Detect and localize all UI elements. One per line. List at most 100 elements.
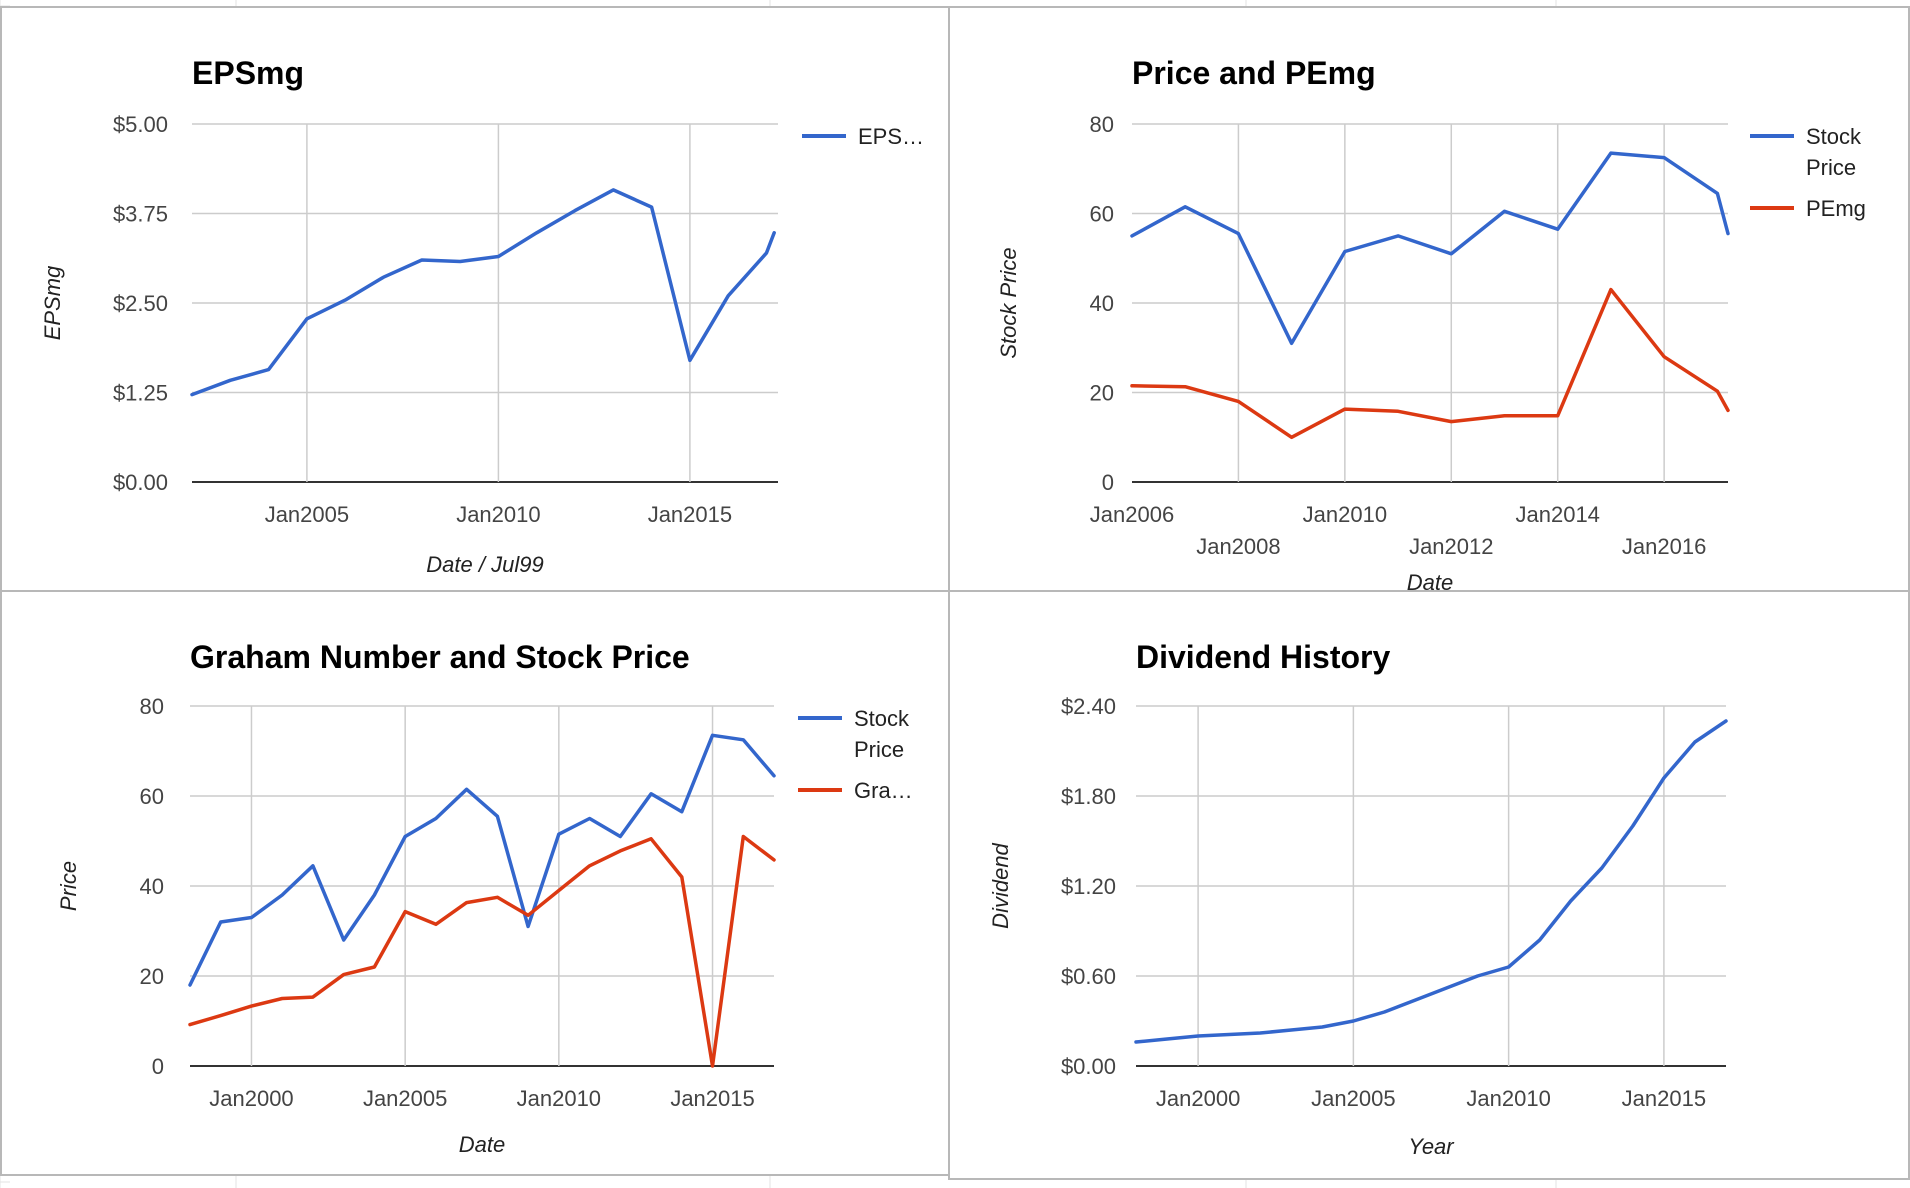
data-point [1723,718,1729,724]
data-point [740,737,746,743]
y-tick-label: 40 [140,874,164,899]
data-point [556,888,562,894]
x-tick-label: Jan2010 [517,1086,601,1111]
chart-panel-price-pemg[interactable]: Price and PEmg 0 20 40 60 80 Jan2006 Jan2010 Jan… [948,6,1910,592]
x-tick-label: Jan2014 [1516,502,1600,527]
data-point [572,208,578,214]
y-tick-label: 60 [1090,202,1114,227]
data-point [1133,1039,1139,1045]
data-point [1182,384,1188,390]
data-point [1288,1027,1294,1033]
data-point [617,834,623,840]
data-point [1235,398,1241,404]
data-point [495,254,501,260]
x-tick-label: Jan2010 [1466,1086,1550,1111]
chart-panel-graham-number[interactable]: Graham Number and Stock Price 0 20 40 60 80 Ja… [0,590,950,1176]
chart-title: Price and PEmg [1132,55,1376,91]
data-point [1129,383,1135,389]
series-line-0 [188,733,776,987]
chart-epsmg: EPSmg $0.00 $1.25 $2.50 $3.75 $5.00 Jan2005 Jan… [40,55,924,577]
x-tick-label: Jan2015 [1622,1086,1706,1111]
data-point [371,892,377,898]
y-axis-title: Price [56,861,81,911]
data-point [189,392,195,398]
x-tick-label: Jan2015 [648,502,732,527]
series-line-0 [1134,719,1728,1044]
data-point [187,1022,193,1028]
y-axis-title: Dividend [988,842,1013,928]
data-point [710,732,716,738]
data-point [725,293,731,299]
data-point [1182,204,1188,210]
data-point [371,964,377,970]
data-point [587,863,593,869]
data-point [464,900,470,906]
series-line-0 [1130,151,1730,346]
data-point [310,863,316,869]
data-point [341,972,347,978]
data-point [740,834,746,840]
y-tick-label: $2.50 [113,291,168,316]
data-point [1725,407,1731,413]
data-point [1448,251,1454,257]
data-point [1608,150,1614,156]
y-tick-label: 80 [1090,112,1114,137]
data-point [556,831,562,837]
y-tick-label: $1.25 [113,381,168,406]
chart-dividend-history: Dividend History $0.00 $0.60 $1.20 $1.80 $2.4… [988,639,1729,1159]
data-point [1226,1032,1232,1038]
data-point [249,1003,255,1009]
data-point [310,994,316,1000]
data-point [419,257,425,263]
y-tick-label: 0 [152,1054,164,1079]
x-axis-title: Date [1407,570,1453,590]
data-point [534,230,540,236]
data-point [1661,155,1667,161]
x-tick-label: Jan2010 [456,502,540,527]
data-point [402,834,408,840]
x-tick-label: Jan2015 [670,1086,754,1111]
data-point [610,187,616,193]
data-point [687,357,693,363]
data-point [464,786,470,792]
data-point [679,874,685,880]
chart-title: Graham Number and Stock Price [190,639,690,675]
legend-label: EPS… [858,124,924,149]
data-point [1599,865,1605,871]
y-tick-label: $2.40 [1061,694,1116,719]
x-tick-label: Jan2000 [209,1086,293,1111]
data-point [402,909,408,915]
y-tick-label: $0.00 [1061,1054,1116,1079]
data-point [227,377,233,383]
data-point [525,912,531,918]
x-axis-title: Date [459,1132,505,1157]
y-tick-label: 40 [1090,291,1114,316]
chart-graham-number: Graham Number and Stock Price 0 20 40 60 80 Ja… [56,639,913,1157]
data-point [1395,408,1401,414]
data-point [433,921,439,927]
data-point [1555,413,1561,419]
data-point [433,816,439,822]
data-point [679,809,685,815]
series-line-0 [190,188,776,397]
data-point [266,367,272,373]
data-point [1342,406,1348,412]
data-point [648,836,654,842]
data-point [249,915,255,921]
data-point [1630,823,1636,829]
data-point [1502,208,1508,214]
legend-label: PEmg [1806,196,1866,221]
data-point [341,937,347,943]
data-point [1714,388,1720,394]
x-tick-label: Jan2005 [1311,1086,1395,1111]
chart-panel-dividend-history[interactable]: Dividend History $0.00 $0.60 $1.20 $1.80 $2.4… [948,590,1910,1180]
data-point [1413,997,1419,1003]
data-point [304,316,310,322]
data-point [1289,340,1295,346]
x-tick-label: Jan2006 [1090,502,1174,527]
data-point [1661,775,1667,781]
x-axis-title: Year [1408,1134,1455,1159]
chart-panel-epsmg[interactable]: EPSmg $0.00 $1.25 $2.50 $3.75 $5.00 Jan2005 Jan… [0,6,950,592]
data-point [494,813,500,819]
data-point [1537,937,1543,943]
